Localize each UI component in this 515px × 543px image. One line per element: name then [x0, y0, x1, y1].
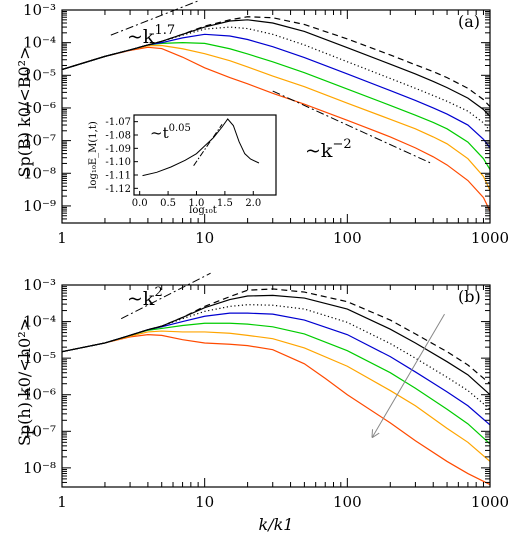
- panel-a-ylabel: Sp(B) k0/<B0²>: [15, 47, 34, 178]
- inset-ticks: [134, 121, 254, 195]
- panel-a-frame: [61, 9, 491, 224]
- panel-b-ticks: [61, 284, 491, 488]
- panel-b-y-tick-labels: 10⁻⁸ 10⁻⁷ 10⁻⁶ 10⁻⁵ 10⁻⁴ 10⁻³: [23, 276, 56, 477]
- inset-curves: [142, 118, 260, 177]
- panel-a-series-6: [62, 16, 490, 108]
- inset-x-tick-label: 1.5: [217, 198, 233, 209]
- inset-y-tick-label: -1.09: [105, 144, 131, 155]
- inset-y-tick-label: -1.08: [105, 131, 131, 142]
- panel-a-x-tick-label: 100: [333, 229, 362, 247]
- panel-b-x-tick-label: 1: [57, 493, 67, 511]
- panel-a-x-tick-label: 1000: [471, 229, 509, 247]
- inset-x-tick-label: 0.0: [132, 198, 148, 209]
- panel-b-trend-arrow: [372, 313, 445, 437]
- panel-a: 1 10 100 1000 10⁻⁹10⁻⁸10⁻⁷10⁻⁶10⁻⁵10⁻⁴10⁻³ …: [15, 0, 509, 247]
- inset-x-tick-labels: 0.0 0.5 1.0 1.5 2.0: [132, 198, 262, 209]
- inset-curve: [142, 118, 260, 177]
- panel-a-series-1: [62, 44, 490, 191]
- inset-xlabel: log₁₀t: [189, 205, 217, 216]
- panel-a-y-tick-label: 10⁻⁷: [23, 132, 56, 150]
- inset-reference-line: [193, 124, 223, 166]
- inset-plot: 0.0 0.5 1.0 1.5 2.0 -1.07 -1.08 -1.09 -1.10 -1.1…: [88, 114, 277, 216]
- panel-a-series: [62, 16, 490, 212]
- panel-b-x-tick-label: 1000: [471, 493, 509, 511]
- inset-x-tick-label: 1.0: [189, 198, 205, 209]
- panel-a-ref-label-k17: ~k1.7: [127, 23, 175, 48]
- panel-a-reference-lines: [110, 0, 431, 164]
- panel-b-series-3: [62, 312, 490, 426]
- panel-b: 1 10 100 1000 10⁻⁸10⁻⁷10⁻⁶10⁻⁵10⁻⁴10⁻³ (b) …: [15, 272, 509, 534]
- panel-a-x-tick-labels: 1 10 100 1000: [57, 229, 509, 247]
- inset-background: [134, 115, 276, 195]
- inset-y-tick-label: -1.11: [105, 171, 131, 182]
- panel-b-label: (b): [458, 287, 481, 306]
- panel-b-x-tick-label: 100: [333, 493, 362, 511]
- inset-frame: [133, 114, 277, 196]
- panel-b-xlabel: k/k1: [259, 515, 294, 534]
- panel-b-series-1: [62, 330, 490, 462]
- panel-a-y-tick-label: 10⁻⁸: [23, 164, 56, 182]
- inset-x-tick-label: 0.5: [160, 198, 176, 209]
- panel-b-x-tick-labels: 1 10 100 1000: [57, 493, 509, 511]
- panel-a-y-tick-label: 10⁻³: [23, 1, 56, 19]
- panel-b-ref-label-k2: ~k2: [127, 285, 163, 310]
- panel-a-ticks: [61, 9, 491, 224]
- panel-b-y-tick-label: 10⁻⁵: [23, 349, 56, 367]
- panel-b-reference-line-0: [120, 272, 211, 320]
- panel-b-y-tick-label: 10⁻⁶: [23, 386, 56, 404]
- panel-b-series-6: [62, 288, 490, 385]
- panel-a-label: (a): [458, 12, 480, 31]
- panel-b-series-4: [62, 304, 490, 410]
- panel-a-series-5: [62, 19, 490, 117]
- panel-a-series-0: [62, 46, 490, 212]
- panel-b-frame: [61, 284, 491, 488]
- panel-b-y-tick-label: 10⁻³: [23, 276, 56, 294]
- inset-y-tick-label: -1.12: [105, 184, 131, 195]
- panel-b-y-tick-label: 10⁻⁷: [23, 422, 56, 440]
- panel-b-series-2: [62, 322, 490, 445]
- panel-b-y-tick-label: 10⁻⁴: [23, 313, 56, 331]
- panel-b-reference-lines: [120, 272, 211, 320]
- panel-a-x-tick-label: 10: [195, 229, 214, 247]
- panel-b-series: [62, 288, 490, 486]
- panel-a-y-tick-label: 10⁻⁹: [23, 197, 56, 215]
- inset-x-tick-label: 2.0: [245, 198, 261, 209]
- panel-b-series-0: [62, 334, 490, 486]
- panel-a-y-tick-label: 10⁻⁶: [23, 99, 56, 117]
- panel-a-y-tick-label: 10⁻⁵: [23, 66, 56, 84]
- panel-b-x-tick-label: 10: [195, 493, 214, 511]
- inset-y-tick-label: -1.07: [105, 117, 131, 128]
- panel-a-x-tick-label: 1: [57, 229, 67, 247]
- inset-y-tick-label: -1.10: [105, 157, 131, 168]
- panel-a-y-tick-labels: 10⁻⁹ 10⁻⁸ 10⁻⁷ 10⁻⁶ 10⁻⁵ 10⁻⁴ 10⁻³: [23, 1, 56, 215]
- panel-a-y-tick-label: 10⁻⁴: [23, 34, 56, 52]
- panel-a-series-4: [62, 26, 490, 132]
- inset-y-tick-labels: -1.07 -1.08 -1.09 -1.10 -1.11 -1.12: [105, 117, 131, 195]
- inset-ylabel: log₁₀E_M(1,t): [88, 121, 99, 189]
- panel-b-ylabel: Sp(h) k0/<h0²>: [15, 318, 34, 446]
- panel-b-y-tick-label: 10⁻⁸: [23, 459, 56, 477]
- panel-a-ref-label-km2: ~k−2: [305, 137, 352, 162]
- inset-annotation: ~t0.05: [150, 123, 191, 142]
- panel-a-reference-line-1: [272, 90, 431, 164]
